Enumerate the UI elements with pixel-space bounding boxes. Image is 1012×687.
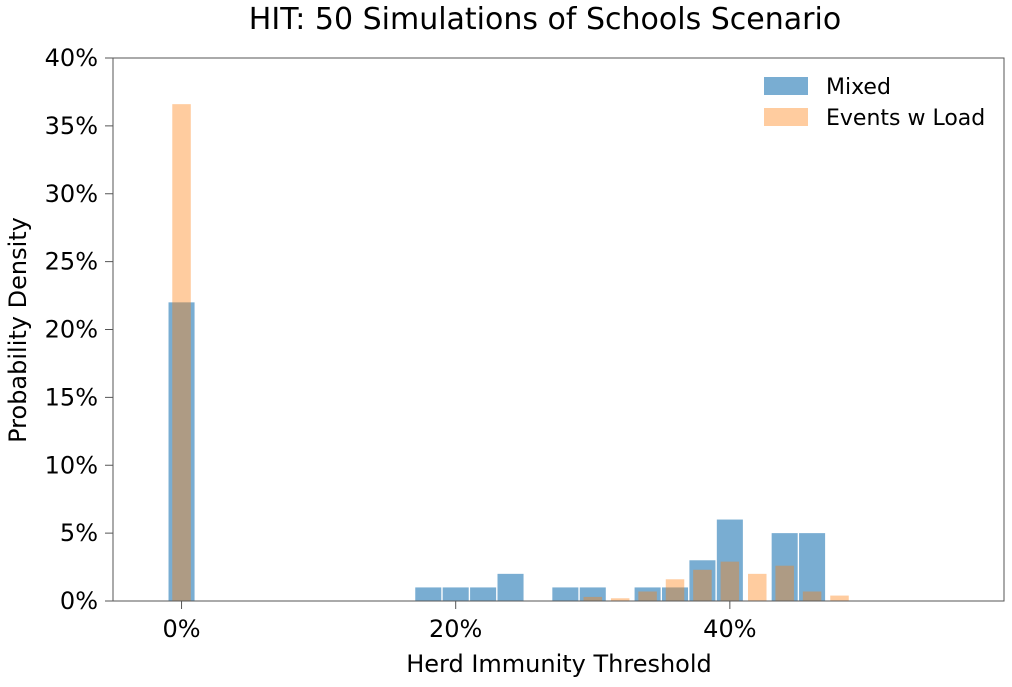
legend-swatch-mixed <box>764 77 808 95</box>
legend-swatch-events-w-load <box>764 108 808 126</box>
y-axis-label: Probability Density <box>4 217 32 443</box>
x-axis-label: Herd Immunity Threshold <box>406 650 712 678</box>
plot-frame <box>112 57 1005 602</box>
bar-events-w-load <box>720 561 740 601</box>
bar-events-w-load <box>802 591 822 601</box>
bar-mixed <box>552 587 579 601</box>
bar-events-w-load <box>693 569 712 601</box>
y-tick-label: 30% <box>45 180 98 208</box>
bar-mixed <box>771 533 798 601</box>
y-tick-label: 10% <box>45 451 98 479</box>
bar-mixed <box>661 587 689 601</box>
y-tick-label: 5% <box>60 519 98 547</box>
y-tick-label: 40% <box>45 44 98 72</box>
bar-mixed <box>716 519 743 601</box>
bar-events-w-load <box>830 595 849 601</box>
bar-mixed <box>689 560 716 601</box>
y-axis: 0% 5% 10% 15% 20% 25% 30% 35% 40% <box>45 44 113 615</box>
bar-events-w-load <box>638 591 657 601</box>
bar-events-w-load <box>172 104 191 601</box>
bar-mixed <box>470 587 497 601</box>
bar-mixed <box>634 587 661 601</box>
y-tick-label: 15% <box>45 383 98 411</box>
y-tick-label: 20% <box>45 316 98 344</box>
legend-label-events-w-load: Events w Load <box>826 106 985 131</box>
legend-label-mixed: Mixed <box>826 75 891 100</box>
bar-mixed <box>497 573 524 601</box>
bar-mixed <box>442 587 469 601</box>
bars-layer <box>168 104 849 601</box>
x-tick-label: 0% <box>162 615 200 643</box>
y-tick-label: 25% <box>45 248 98 276</box>
x-tick-label: 40% <box>703 615 756 643</box>
bar-events-w-load <box>610 598 630 601</box>
x-tick-label: 20% <box>429 615 482 643</box>
bar-mixed <box>168 302 195 601</box>
bar-events-w-load <box>665 579 685 601</box>
y-tick-label: 0% <box>60 587 98 615</box>
bar-events-w-load <box>583 596 603 601</box>
bar-mixed <box>579 587 606 601</box>
bar-events-w-load <box>775 565 794 601</box>
chart-title: HIT: 50 Simulations of Schools Scenario <box>249 2 841 37</box>
bar-events-w-load <box>748 573 767 601</box>
x-axis: 0% 20% 40% <box>162 601 757 643</box>
y-tick-label: 35% <box>45 112 98 140</box>
legend: Mixed Events w Load <box>764 75 985 131</box>
bar-mixed <box>799 533 826 601</box>
bar-mixed <box>415 587 442 601</box>
